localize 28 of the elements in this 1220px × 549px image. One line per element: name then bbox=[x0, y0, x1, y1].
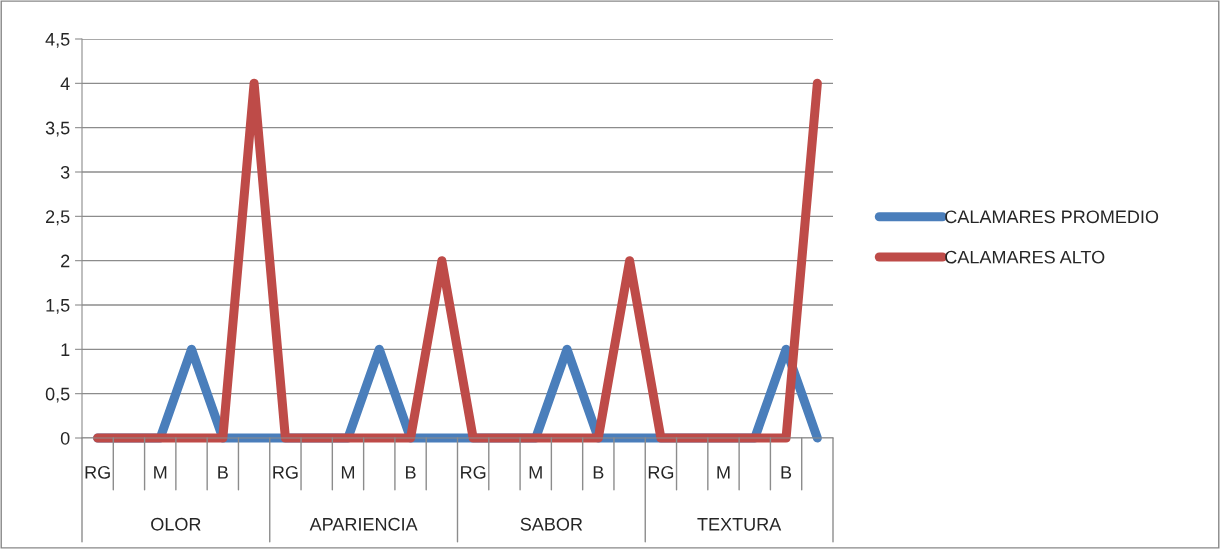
x-tick-label: B bbox=[218, 466, 228, 479]
y-tick-label: 3,5 bbox=[45, 121, 70, 137]
y-tick-label: 4 bbox=[60, 77, 70, 90]
legend-label: CALAMARES PROMEDIO bbox=[945, 210, 1159, 224]
y-tick-label: 0,5 bbox=[45, 387, 70, 403]
y-tick-label: 4,5 bbox=[45, 33, 70, 48]
legend-label: CALAMARES ALTO bbox=[945, 250, 1105, 264]
x-tick-label: RG bbox=[273, 465, 298, 479]
x-tick-label: RG bbox=[648, 465, 674, 479]
x-tick-label: M bbox=[341, 466, 355, 479]
text: SABOR bbox=[520, 517, 583, 531]
y-tick-label: 2,5 bbox=[46, 210, 70, 226]
y-tick-label: 1,5 bbox=[46, 299, 70, 314]
x-tick-label: RG bbox=[461, 465, 486, 479]
y-tick-label: 3 bbox=[60, 165, 70, 179]
y-tick-label: 1 bbox=[61, 343, 70, 356]
x-tick-label: M bbox=[717, 466, 730, 479]
text: OLOR bbox=[151, 517, 201, 531]
x-tick-label: M bbox=[154, 466, 167, 479]
x-tick-label: B bbox=[593, 466, 604, 479]
y-tick-label: 0 bbox=[60, 431, 70, 445]
text: APARIENCIA bbox=[309, 517, 418, 531]
x-tick-label: RG bbox=[85, 465, 110, 479]
x-tick-label: B bbox=[781, 466, 792, 479]
y-tick-label: 2 bbox=[61, 254, 70, 268]
x-tick-label: M bbox=[529, 466, 542, 479]
text: TEXTURA bbox=[697, 518, 782, 531]
x-tick-label: B bbox=[406, 466, 416, 479]
